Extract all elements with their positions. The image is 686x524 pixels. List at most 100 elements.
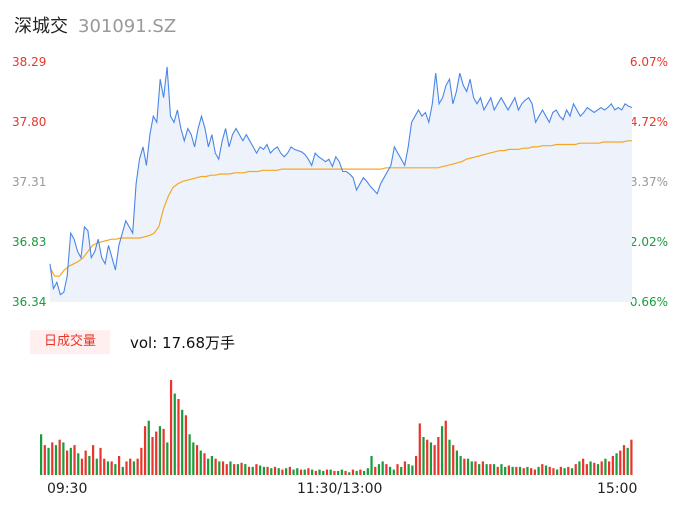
y-right-tick: 3.37% xyxy=(629,175,668,189)
volume-bar xyxy=(548,466,551,475)
volume-bar xyxy=(136,458,139,475)
y-right-tick: 2.02% xyxy=(629,235,668,249)
stock-name: 深城交 xyxy=(14,16,68,37)
volume-bar xyxy=(281,469,284,475)
volume-bar xyxy=(132,461,136,475)
volume-bar xyxy=(515,466,518,475)
volume-bar xyxy=(507,465,510,475)
volume-bar xyxy=(333,470,336,475)
volume-bar xyxy=(311,469,314,475)
volume-bar xyxy=(511,466,514,475)
volume-bar xyxy=(455,450,459,475)
volume-bar xyxy=(552,468,555,475)
volume-bar xyxy=(478,464,481,475)
volume-bar xyxy=(604,458,607,475)
stock-title: 深城交 301091.SZ xyxy=(14,12,176,38)
volume-bar xyxy=(366,468,369,475)
volume-bar xyxy=(600,461,603,475)
volume-bar xyxy=(392,469,395,475)
y-left-tick: 36.83 xyxy=(12,235,47,249)
volume-bar xyxy=(355,470,358,475)
volume-bar xyxy=(188,434,191,475)
volume-bar xyxy=(615,453,618,475)
volume-bar xyxy=(247,466,251,475)
volume-bar xyxy=(277,468,280,475)
volume-bar xyxy=(54,445,58,475)
volume-bar xyxy=(351,469,355,475)
volume-bar xyxy=(285,468,288,475)
volume-bar xyxy=(630,439,633,475)
volume-bar xyxy=(407,464,410,475)
volume-bar xyxy=(589,461,592,475)
volume-bar xyxy=(255,464,258,475)
volume-bar xyxy=(429,442,433,475)
volume-bar xyxy=(448,439,451,475)
daily-volume-tab[interactable]: 日成交量 xyxy=(30,330,110,354)
volume-bar xyxy=(270,468,273,475)
volume-bar xyxy=(377,464,381,475)
volume-bar xyxy=(533,469,536,475)
volume-bar xyxy=(103,458,106,475)
volume-bar xyxy=(88,456,91,475)
volume-bar xyxy=(556,469,559,475)
volume-bar xyxy=(114,464,117,475)
volume-bar xyxy=(95,458,98,475)
volume-bar xyxy=(91,445,95,475)
volume-bar xyxy=(140,447,143,475)
volume-bar xyxy=(292,469,295,475)
y-left-tick: 37.80 xyxy=(12,115,47,129)
volume-bar xyxy=(537,466,540,475)
volume-bar xyxy=(400,466,403,475)
volume-bar xyxy=(541,464,544,475)
volume-bar xyxy=(596,464,600,475)
volume-bar xyxy=(593,462,596,475)
volume-bar xyxy=(403,461,407,475)
volume-bar xyxy=(84,450,87,475)
volume-bar xyxy=(229,461,232,475)
volume-bar xyxy=(296,468,299,475)
volume-bar xyxy=(411,465,414,475)
volume-bar xyxy=(210,456,214,475)
volume-bar xyxy=(466,458,470,475)
volume-bar xyxy=(266,466,269,475)
volume-bar xyxy=(69,447,72,475)
volume-bar xyxy=(518,466,522,475)
volume-bar xyxy=(121,466,124,475)
volume-bar xyxy=(106,461,110,475)
volume-bar xyxy=(195,445,199,475)
volume-bar xyxy=(437,437,440,475)
volume-bar xyxy=(80,458,84,475)
volume-bar xyxy=(236,464,239,475)
y-left-tick: 38.29 xyxy=(12,55,47,69)
volume-bar xyxy=(129,458,132,475)
volume-bar xyxy=(582,458,585,475)
volume-bar xyxy=(318,469,321,475)
volume-bar xyxy=(444,420,447,475)
volume-bar xyxy=(492,464,496,475)
volume-bar xyxy=(65,450,69,475)
volume-bar xyxy=(151,437,154,475)
volume-bar xyxy=(374,466,377,475)
volume-bar xyxy=(117,456,121,475)
volume-bar xyxy=(125,461,128,475)
volume-bar xyxy=(500,464,503,475)
price-area xyxy=(50,66,632,303)
volume-bar xyxy=(273,466,277,475)
volume-bar xyxy=(262,466,265,475)
y-right-tick: 0.66% xyxy=(629,295,668,309)
volume-bar xyxy=(199,450,202,475)
volume-bar xyxy=(244,464,247,475)
volume-bar xyxy=(426,439,429,475)
volume-bar xyxy=(47,447,50,475)
volume-bar xyxy=(522,468,525,475)
volume-bar xyxy=(214,458,217,475)
volume-bar xyxy=(169,380,173,475)
volume-bar xyxy=(433,445,436,475)
volume-bar xyxy=(147,420,150,475)
volume-bar xyxy=(544,465,548,475)
volume-bar xyxy=(470,461,473,475)
volume-bar xyxy=(418,423,421,475)
volume-bar xyxy=(608,461,611,475)
volume-bar xyxy=(307,468,310,475)
